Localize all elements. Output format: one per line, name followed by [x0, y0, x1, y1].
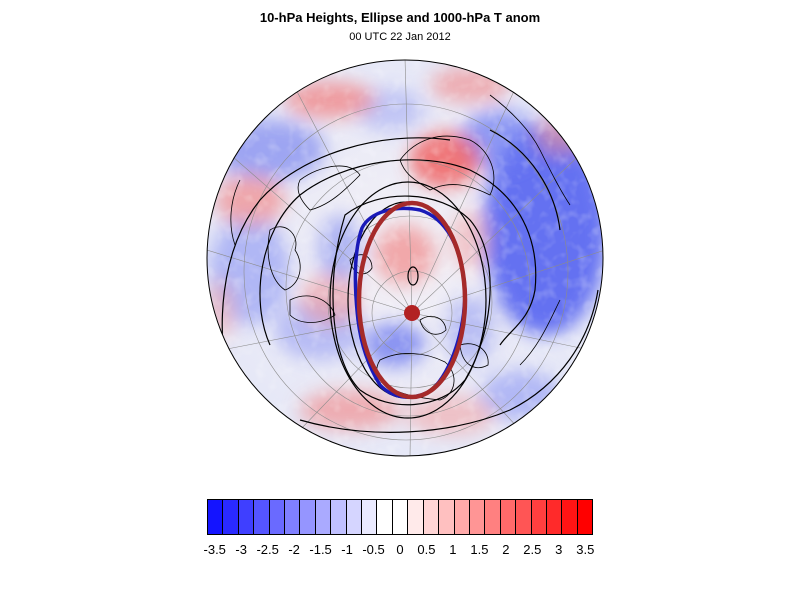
colorbar-swatch: [315, 500, 332, 534]
colorbar-swatch: [516, 500, 532, 534]
height-contours: [221, 129, 599, 433]
colorbar-swatch: [269, 500, 286, 534]
colorbar-swatch: [562, 500, 578, 534]
colorbar-label: -3.5: [203, 542, 226, 557]
colorbar-swatch: [300, 500, 316, 534]
colorbar-label: 3: [555, 542, 563, 557]
colorbar-swatch: [469, 500, 486, 534]
colorbar-swatch: [423, 500, 440, 534]
colorbar-swatch: [254, 500, 270, 534]
colorbar-label: -1: [341, 542, 353, 557]
colorbar: [207, 499, 593, 535]
colorbar-swatch: [454, 500, 470, 534]
colorbar-swatch: [362, 500, 378, 534]
colorbar-swatch: [208, 500, 224, 534]
polar-map: [206, 59, 604, 457]
colorbar-label: 3.5: [576, 542, 595, 557]
colorbar-label: -1.5: [309, 542, 332, 557]
colorbar-label: -2.5: [256, 542, 279, 557]
colorbar-label: -2: [288, 542, 300, 557]
colorbar-swatch: [408, 500, 424, 534]
colorbar-swatch: [485, 500, 501, 534]
colorbar-label: 0.5: [417, 542, 436, 557]
colorbar-swatch: [577, 500, 593, 534]
colorbar-label: -0.5: [362, 542, 385, 557]
ellipse-outline: [356, 200, 468, 400]
colorbar-swatch: [285, 500, 301, 534]
colorbar-swatch: [377, 500, 393, 534]
colorbar-labels: -3.5 -3 -2.5 -2 -1.5 -1 -0.5 0 0.5 1 1.5 2 2.5 3 3.5: [0, 542, 800, 562]
colorbar-swatch: [346, 500, 363, 534]
colorbar-swatch: [392, 500, 409, 534]
figure-subtitle: 00 UTC 22 Jan 2012: [349, 31, 451, 43]
colorbar-swatch: [331, 500, 347, 534]
colorbar-swatch: [223, 500, 239, 534]
figure-title: 10-hPa Heights, Ellipse and 1000-hPa T a…: [259, 10, 541, 25]
colorbar-label: 2.5: [523, 542, 542, 557]
colorbar-swatch: [238, 500, 255, 534]
colorbar-label: 2: [502, 542, 510, 557]
colorbar-swatch: [500, 500, 517, 534]
colorbar-label: 1: [449, 542, 457, 557]
globe-outline: [206, 59, 604, 457]
colorbar-swatch: [546, 500, 563, 534]
colorbar-label: -3: [235, 542, 247, 557]
graticule: [207, 60, 603, 456]
colorbar-label: 1.5: [470, 542, 489, 557]
colorbar-label: 0: [396, 542, 404, 557]
ellipse-centroid: [404, 305, 420, 321]
vortex-ellipse: [353, 200, 468, 400]
temperature-anomaly-field: [207, 60, 603, 456]
colorbar-swatch: [439, 500, 455, 534]
colorbar-swatch: [531, 500, 547, 534]
